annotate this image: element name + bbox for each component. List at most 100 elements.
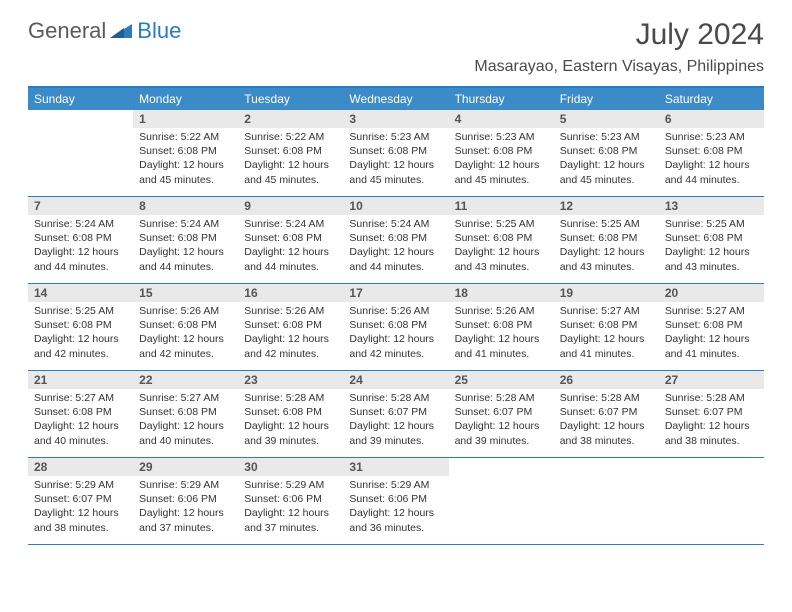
daylight-text: Daylight: 12 hours and 45 minutes. [560,158,653,186]
day-details: Sunrise: 5:28 AMSunset: 6:07 PMDaylight:… [343,389,448,448]
day-number: 23 [238,371,343,389]
day-cell: 13Sunrise: 5:25 AMSunset: 6:08 PMDayligh… [659,197,764,283]
day-number: 10 [343,197,448,215]
sunrise-text: Sunrise: 5:26 AM [244,304,337,318]
sunrise-text: Sunrise: 5:28 AM [349,391,442,405]
week-row: 1Sunrise: 5:22 AMSunset: 6:08 PMDaylight… [28,110,764,197]
day-number: 2 [238,110,343,128]
weekday-header: Thursday [449,88,554,110]
day-cell: 9Sunrise: 5:24 AMSunset: 6:08 PMDaylight… [238,197,343,283]
day-number: 18 [449,284,554,302]
day-details: Sunrise: 5:27 AMSunset: 6:08 PMDaylight:… [28,389,133,448]
sunset-text: Sunset: 6:06 PM [244,492,337,506]
day-cell [659,458,764,544]
sunrise-text: Sunrise: 5:23 AM [560,130,653,144]
day-number: 24 [343,371,448,389]
day-details: Sunrise: 5:24 AMSunset: 6:08 PMDaylight:… [343,215,448,274]
day-cell: 26Sunrise: 5:28 AMSunset: 6:07 PMDayligh… [554,371,659,457]
daylight-text: Daylight: 12 hours and 40 minutes. [139,419,232,447]
sunrise-text: Sunrise: 5:28 AM [244,391,337,405]
sunset-text: Sunset: 6:08 PM [455,144,548,158]
sunrise-text: Sunrise: 5:22 AM [244,130,337,144]
week-row: 28Sunrise: 5:29 AMSunset: 6:07 PMDayligh… [28,458,764,545]
day-cell: 7Sunrise: 5:24 AMSunset: 6:08 PMDaylight… [28,197,133,283]
daylight-text: Daylight: 12 hours and 44 minutes. [349,245,442,273]
day-number: 31 [343,458,448,476]
day-number: 3 [343,110,448,128]
day-number: 20 [659,284,764,302]
sunrise-text: Sunrise: 5:26 AM [139,304,232,318]
day-cell: 27Sunrise: 5:28 AMSunset: 6:07 PMDayligh… [659,371,764,457]
daylight-text: Daylight: 12 hours and 38 minutes. [560,419,653,447]
day-cell: 12Sunrise: 5:25 AMSunset: 6:08 PMDayligh… [554,197,659,283]
sunrise-text: Sunrise: 5:24 AM [349,217,442,231]
sunrise-text: Sunrise: 5:29 AM [244,478,337,492]
location-text: Masarayao, Eastern Visayas, Philippines [474,58,764,76]
day-cell: 1Sunrise: 5:22 AMSunset: 6:08 PMDaylight… [133,110,238,196]
day-cell: 3Sunrise: 5:23 AMSunset: 6:08 PMDaylight… [343,110,448,196]
sunset-text: Sunset: 6:08 PM [560,231,653,245]
sunset-text: Sunset: 6:08 PM [560,318,653,332]
sunrise-text: Sunrise: 5:28 AM [455,391,548,405]
day-cell: 5Sunrise: 5:23 AMSunset: 6:08 PMDaylight… [554,110,659,196]
day-details: Sunrise: 5:23 AMSunset: 6:08 PMDaylight:… [343,128,448,187]
sunrise-text: Sunrise: 5:29 AM [34,478,127,492]
sunset-text: Sunset: 6:08 PM [349,144,442,158]
day-details: Sunrise: 5:27 AMSunset: 6:08 PMDaylight:… [659,302,764,361]
daylight-text: Daylight: 12 hours and 40 minutes. [34,419,127,447]
sunrise-text: Sunrise: 5:28 AM [665,391,758,405]
sunrise-text: Sunrise: 5:26 AM [455,304,548,318]
sunset-text: Sunset: 6:08 PM [455,231,548,245]
day-number: 25 [449,371,554,389]
day-details: Sunrise: 5:25 AMSunset: 6:08 PMDaylight:… [28,302,133,361]
sunset-text: Sunset: 6:08 PM [349,318,442,332]
day-number: 21 [28,371,133,389]
daylight-text: Daylight: 12 hours and 41 minutes. [560,332,653,360]
weekday-header-row: Sunday Monday Tuesday Wednesday Thursday… [28,88,764,110]
day-details: Sunrise: 5:25 AMSunset: 6:08 PMDaylight:… [554,215,659,274]
day-cell: 30Sunrise: 5:29 AMSunset: 6:06 PMDayligh… [238,458,343,544]
sunrise-text: Sunrise: 5:25 AM [560,217,653,231]
month-title: July 2024 [474,18,764,52]
header: General Blue July 2024 Masarayao, Easter… [0,0,792,80]
day-number: 11 [449,197,554,215]
day-number: 15 [133,284,238,302]
day-details: Sunrise: 5:26 AMSunset: 6:08 PMDaylight:… [133,302,238,361]
day-number: 28 [28,458,133,476]
sunrise-text: Sunrise: 5:23 AM [349,130,442,144]
daylight-text: Daylight: 12 hours and 42 minutes. [139,332,232,360]
sunset-text: Sunset: 6:07 PM [560,405,653,419]
sunset-text: Sunset: 6:08 PM [349,231,442,245]
day-details: Sunrise: 5:29 AMSunset: 6:06 PMDaylight:… [343,476,448,535]
sunset-text: Sunset: 6:07 PM [349,405,442,419]
calendar: Sunday Monday Tuesday Wednesday Thursday… [28,86,764,545]
day-details: Sunrise: 5:26 AMSunset: 6:08 PMDaylight:… [343,302,448,361]
day-details: Sunrise: 5:23 AMSunset: 6:08 PMDaylight:… [554,128,659,187]
daylight-text: Daylight: 12 hours and 41 minutes. [455,332,548,360]
day-cell: 17Sunrise: 5:26 AMSunset: 6:08 PMDayligh… [343,284,448,370]
day-number: 8 [133,197,238,215]
sunset-text: Sunset: 6:07 PM [34,492,127,506]
day-cell: 6Sunrise: 5:23 AMSunset: 6:08 PMDaylight… [659,110,764,196]
daylight-text: Daylight: 12 hours and 44 minutes. [34,245,127,273]
sunrise-text: Sunrise: 5:27 AM [665,304,758,318]
daylight-text: Daylight: 12 hours and 45 minutes. [244,158,337,186]
day-cell: 20Sunrise: 5:27 AMSunset: 6:08 PMDayligh… [659,284,764,370]
daylight-text: Daylight: 12 hours and 43 minutes. [560,245,653,273]
weekday-header: Tuesday [238,88,343,110]
sunrise-text: Sunrise: 5:27 AM [560,304,653,318]
day-cell: 19Sunrise: 5:27 AMSunset: 6:08 PMDayligh… [554,284,659,370]
day-cell: 4Sunrise: 5:23 AMSunset: 6:08 PMDaylight… [449,110,554,196]
daylight-text: Daylight: 12 hours and 39 minutes. [349,419,442,447]
sunrise-text: Sunrise: 5:29 AM [349,478,442,492]
day-cell: 18Sunrise: 5:26 AMSunset: 6:08 PMDayligh… [449,284,554,370]
daylight-text: Daylight: 12 hours and 45 minutes. [349,158,442,186]
day-cell: 10Sunrise: 5:24 AMSunset: 6:08 PMDayligh… [343,197,448,283]
daylight-text: Daylight: 12 hours and 36 minutes. [349,506,442,534]
title-block: July 2024 Masarayao, Eastern Visayas, Ph… [474,18,764,76]
daylight-text: Daylight: 12 hours and 42 minutes. [349,332,442,360]
week-row: 21Sunrise: 5:27 AMSunset: 6:08 PMDayligh… [28,371,764,458]
daylight-text: Daylight: 12 hours and 38 minutes. [34,506,127,534]
daylight-text: Daylight: 12 hours and 44 minutes. [665,158,758,186]
sunrise-text: Sunrise: 5:26 AM [349,304,442,318]
